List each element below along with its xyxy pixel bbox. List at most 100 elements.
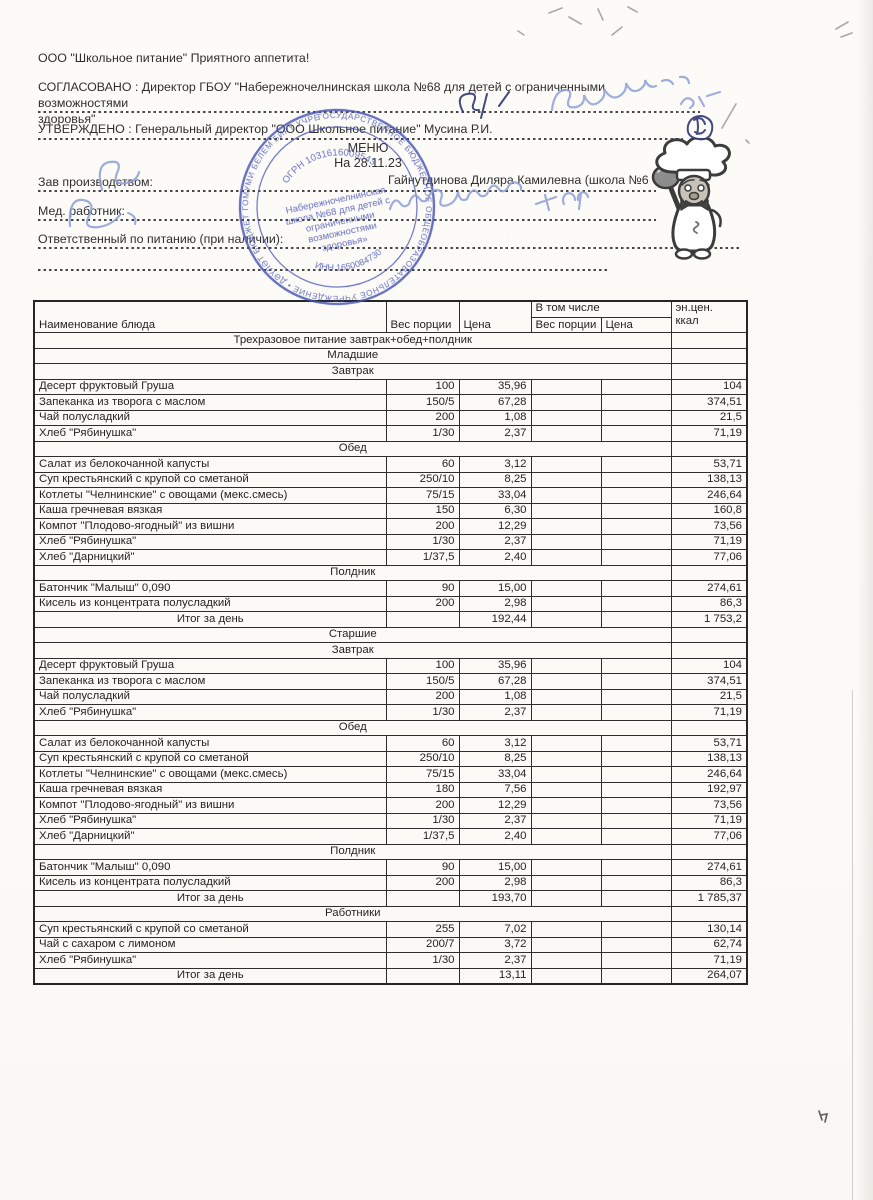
kcal-cell: 274,61 xyxy=(670,580,748,597)
company-intro-line: ООО "Школьное питание" Приятного аппетит… xyxy=(38,51,310,65)
col-header-including: В том числе xyxy=(530,300,672,318)
energy-label-line1: эн.цен. xyxy=(675,302,713,314)
item-row: Десерт фруктовый Груша 100 35,96 104 xyxy=(33,657,748,674)
dish-name-cell: Котлеты "Челнинские" с овощами (мекс.сме… xyxy=(33,487,387,504)
kcal-cell xyxy=(670,363,748,380)
section-label-cell: Младшие xyxy=(33,347,672,364)
portion-weight-cell: 180 xyxy=(385,781,460,798)
item-row: Хлеб "Рябинушка" 1/30 2,37 71,19 xyxy=(33,952,748,969)
total-label-cell: Итог за день xyxy=(33,611,387,628)
section-row: Обед xyxy=(33,440,748,457)
kcal-cell: 62,74 xyxy=(670,936,748,953)
col-subheader-portion-weight: Вес порции xyxy=(530,316,602,333)
incl-price-cell xyxy=(600,378,672,395)
incl-price-cell xyxy=(600,874,672,891)
dish-name-cell: Хлеб "Дарницкий" xyxy=(33,549,387,566)
table-subheader-row: Вес порции Цена xyxy=(34,316,747,333)
kcal-cell: 21,5 xyxy=(670,688,748,705)
chef-mascot-icon xyxy=(651,138,731,260)
section-row: Трехразовое питание завтрак+обед+полдник xyxy=(33,332,748,349)
incl-price-cell xyxy=(600,502,672,519)
dish-name-cell: Суп крестьянский с крупой со сметаной xyxy=(33,471,387,488)
dish-name-cell: Хлеб "Рябинушка" xyxy=(33,704,387,721)
production-manager-value: Гайнутдинова Диляра Камилевна (школа №6 xyxy=(388,173,649,187)
price-cell: 12,29 xyxy=(458,797,532,814)
dotted-line xyxy=(38,111,700,113)
col-subheader-price: Цена xyxy=(600,316,672,333)
portion-weight-cell: 200 xyxy=(385,688,460,705)
total-row: Итог за день 13,11 264,07 xyxy=(33,967,748,985)
incl-price-cell xyxy=(600,425,672,442)
stamp-center-line: школа №68 для детей с xyxy=(285,195,392,228)
incl-price-cell xyxy=(600,967,672,985)
incl-weight-cell xyxy=(530,595,602,612)
total-label-cell: Итог за день xyxy=(33,967,387,985)
section-row: Работники xyxy=(33,905,748,922)
incl-price-cell xyxy=(600,533,672,550)
nutrition-responsible-label: Ответственный по питанию (при наличии): xyxy=(38,232,284,246)
incl-weight-cell xyxy=(530,673,602,690)
portion-weight-cell: 60 xyxy=(385,735,460,752)
kcal-cell: 77,06 xyxy=(670,828,748,845)
item-row: Хлеб "Рябинушка" 1/30 2,37 71,19 xyxy=(33,533,748,550)
incl-weight-cell xyxy=(530,688,602,705)
price-cell: 35,96 xyxy=(458,378,532,395)
incl-weight-cell xyxy=(530,890,602,907)
col-header-energy-kcal: эн.цен. ккал xyxy=(670,300,748,333)
kcal-cell: 264,07 xyxy=(670,967,748,985)
item-row: Кисель из концентрата полусладкий 200 2,98… xyxy=(33,595,748,612)
portion-weight-cell: 255 xyxy=(385,921,460,938)
incl-price-cell xyxy=(600,735,672,752)
price-cell: 33,04 xyxy=(458,766,532,783)
kcal-cell xyxy=(670,332,748,349)
item-row: Чай с сахаром с лимоном 200/7 3,72 62,74 xyxy=(33,936,748,953)
kcal-cell: 73,56 xyxy=(670,518,748,535)
dotted-line xyxy=(38,190,656,192)
signature-medical-worker-initials xyxy=(534,191,590,212)
agreed-line: СОГЛАСОВАНО : Директор ГБОУ "Набережноче… xyxy=(38,79,656,127)
kcal-cell: 274,61 xyxy=(670,859,748,876)
incl-price-cell xyxy=(600,890,672,907)
dish-name-cell: Кисель из концентрата полусладкий xyxy=(33,874,387,891)
portion-weight-cell: 60 xyxy=(385,456,460,473)
pencil-dot xyxy=(745,139,750,144)
menu-date: На 28.11.23 xyxy=(334,156,402,170)
portion-weight-cell: 200 xyxy=(385,518,460,535)
pencil-slash-approved xyxy=(721,103,737,129)
item-row: Запеканка из творога с маслом 150/5 67,28 3… xyxy=(33,394,748,411)
agreed-line-2: здоровья" xyxy=(38,112,96,126)
portion-weight-cell: 90 xyxy=(385,580,460,597)
incl-weight-cell xyxy=(530,704,602,721)
price-cell: 2,98 xyxy=(458,874,532,891)
kcal-cell: 138,13 xyxy=(670,750,748,767)
dish-name-cell: Чай с сахаром с лимоном xyxy=(33,936,387,953)
item-row: Чай полусладкий 200 1,08 21,5 xyxy=(33,688,748,705)
incl-weight-cell xyxy=(530,456,602,473)
incl-weight-cell xyxy=(530,952,602,969)
portion-weight-cell: 250/10 xyxy=(385,750,460,767)
section-label-cell: Полдник xyxy=(33,843,672,860)
item-row: Хлеб "Дарницкий" 1/37,5 2,40 77,06 xyxy=(33,828,748,845)
dish-name-cell: Запеканка из творога с маслом xyxy=(33,394,387,411)
price-cell: 8,25 xyxy=(458,471,532,488)
price-cell: 3,12 xyxy=(458,456,532,473)
incl-price-cell xyxy=(600,595,672,612)
incl-weight-cell xyxy=(530,425,602,442)
dish-name-cell: Котлеты "Челнинские" с овощами (мекс.сме… xyxy=(33,766,387,783)
price-cell: 7,02 xyxy=(458,921,532,938)
dish-name-cell: Салат из белокочанной капусты xyxy=(33,735,387,752)
item-row: Компот "Плодово-ягодный" из вишни 200 12,2… xyxy=(33,797,748,814)
dish-name-cell: Батончик "Малыш" 0,090 xyxy=(33,580,387,597)
portion-weight-cell: 75/15 xyxy=(385,487,460,504)
price-cell: 2,37 xyxy=(458,952,532,969)
incl-weight-cell xyxy=(530,549,602,566)
kcal-cell: 160,8 xyxy=(670,502,748,519)
section-label-cell: Обед xyxy=(33,719,672,736)
portion-weight-cell: 1/37,5 xyxy=(385,828,460,845)
incl-price-cell xyxy=(600,704,672,721)
kcal-cell: 73,56 xyxy=(670,797,748,814)
incl-price-cell xyxy=(600,580,672,597)
price-cell: 192,44 xyxy=(458,611,532,628)
incl-weight-cell xyxy=(530,518,602,535)
kcal-cell: 71,19 xyxy=(670,952,748,969)
